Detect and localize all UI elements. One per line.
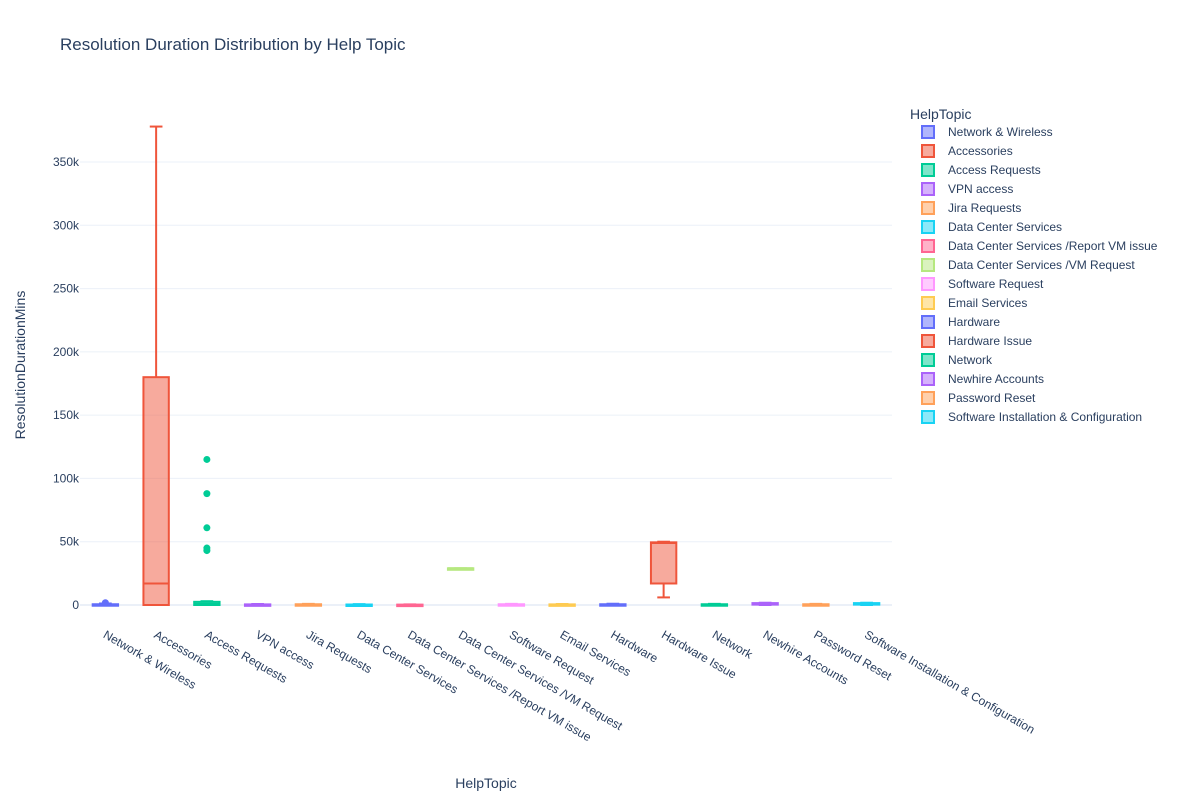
box-software-installation-configuration bbox=[852, 601, 881, 606]
legend-label: Email Services bbox=[948, 296, 1027, 310]
box-data-center-services-report-vm-issue bbox=[396, 603, 424, 608]
legend-item: Hardware bbox=[921, 315, 1000, 329]
box-network-wireless bbox=[91, 599, 120, 607]
legend-label: Software Request bbox=[948, 277, 1044, 291]
legend-label: VPN access bbox=[948, 182, 1013, 196]
y-tick-label: 150k bbox=[53, 408, 80, 422]
iqr-box bbox=[649, 541, 678, 585]
legend-swatch bbox=[921, 201, 935, 215]
legend-item: VPN access bbox=[921, 182, 1013, 196]
legend-label: Accessories bbox=[948, 144, 1013, 158]
legend-label: Access Requests bbox=[948, 163, 1041, 177]
box-software-request bbox=[497, 602, 526, 607]
legend-item: Hardware Issue bbox=[921, 334, 1032, 348]
legend-item: Network bbox=[921, 353, 993, 367]
legend-item: Password Reset bbox=[921, 391, 1036, 405]
y-tick-label: 300k bbox=[53, 218, 80, 232]
iqr-box bbox=[142, 376, 170, 606]
legend-swatch bbox=[921, 182, 935, 196]
box-email-services bbox=[548, 602, 576, 607]
legend-swatch bbox=[921, 220, 935, 234]
legend-label: Data Center Services /Report VM issue bbox=[948, 239, 1158, 253]
legend-title: HelpTopic bbox=[910, 106, 971, 122]
x-tick-label: Software Installation & Configuration bbox=[862, 627, 1037, 736]
box-newhire-accounts bbox=[751, 601, 779, 606]
legend-label: Software Installation & Configuration bbox=[948, 410, 1142, 424]
legend-item: Network & Wireless bbox=[921, 125, 1053, 139]
legend-swatch bbox=[921, 144, 935, 158]
legend-item: Software Installation & Configuration bbox=[921, 410, 1142, 424]
x-tick-label: Newhire Accounts bbox=[761, 627, 851, 687]
legend-swatch bbox=[921, 239, 935, 253]
legend-swatch bbox=[921, 277, 935, 291]
legend: HelpTopic Network & Wireless Accessories A… bbox=[910, 106, 1158, 424]
legend-item: Newhire Accounts bbox=[921, 372, 1044, 386]
outlier-point bbox=[203, 455, 211, 463]
legend-item: Jira Requests bbox=[921, 201, 1021, 215]
legend-swatch bbox=[921, 315, 935, 329]
legend-item: Data Center Services bbox=[921, 220, 1062, 234]
box-hardware-issue bbox=[649, 540, 678, 599]
y-tick-label: 350k bbox=[53, 155, 80, 169]
outlier-point bbox=[101, 599, 109, 607]
box-vpn-access bbox=[243, 602, 272, 607]
legend-swatch bbox=[921, 353, 935, 367]
y-axis-title: ResolutionDurationMins bbox=[12, 291, 28, 440]
legend-item: Software Request bbox=[921, 277, 1044, 291]
outlier-point bbox=[203, 524, 211, 532]
y-tick-label: 50k bbox=[60, 535, 80, 549]
legend-label: Data Center Services /VM Request bbox=[948, 258, 1135, 272]
box-network bbox=[700, 602, 729, 607]
legend-label: Data Center Services bbox=[948, 220, 1062, 234]
box-data-center-services-vm-request bbox=[446, 567, 475, 571]
legend-label: Password Reset bbox=[948, 391, 1036, 405]
legend-label: Network bbox=[948, 353, 993, 367]
legend-swatch bbox=[921, 334, 935, 348]
y-axis-ticks: 0 50k 100k 150k 200k 250k 300k 350k bbox=[53, 155, 80, 612]
outlier-point bbox=[203, 544, 211, 552]
chart-title: Resolution Duration Distribution by Help… bbox=[60, 35, 406, 54]
legend-swatch bbox=[921, 391, 935, 405]
legend-item: Accessories bbox=[921, 144, 1013, 158]
legend-swatch bbox=[921, 410, 935, 424]
legend-item: Access Requests bbox=[921, 163, 1041, 177]
legend-label: Jira Requests bbox=[948, 201, 1021, 215]
legend-item: Email Services bbox=[921, 296, 1027, 310]
legend-swatch bbox=[921, 125, 935, 139]
box-series bbox=[91, 125, 881, 608]
y-tick-label: 200k bbox=[53, 345, 80, 359]
box-jira-requests bbox=[294, 602, 323, 607]
legend-swatch bbox=[921, 296, 935, 310]
legend-item: Data Center Services /Report VM issue bbox=[921, 239, 1158, 253]
legend-swatch bbox=[921, 372, 935, 386]
box-data-center-services bbox=[345, 603, 373, 607]
legend-label: Hardware bbox=[948, 315, 1000, 329]
legend-item: Data Center Services /VM Request bbox=[921, 258, 1135, 272]
legend-swatch bbox=[921, 163, 935, 177]
outlier-point bbox=[203, 490, 211, 498]
x-tick-label: Network & Wireless bbox=[101, 627, 199, 691]
box-password-reset bbox=[802, 602, 830, 607]
x-axis-title: HelpTopic bbox=[455, 775, 516, 791]
box-access-requests bbox=[193, 455, 221, 606]
y-tick-label: 100k bbox=[53, 471, 80, 485]
box-accessories bbox=[142, 125, 170, 606]
box-hardware bbox=[599, 602, 627, 607]
legend-swatch bbox=[921, 258, 935, 272]
legend-label: Newhire Accounts bbox=[948, 372, 1044, 386]
legend-label: Hardware Issue bbox=[948, 334, 1032, 348]
y-tick-label: 250k bbox=[53, 282, 80, 296]
legend-label: Network & Wireless bbox=[948, 125, 1053, 139]
y-tick-label: 0 bbox=[72, 598, 79, 612]
gridlines bbox=[80, 161, 892, 606]
